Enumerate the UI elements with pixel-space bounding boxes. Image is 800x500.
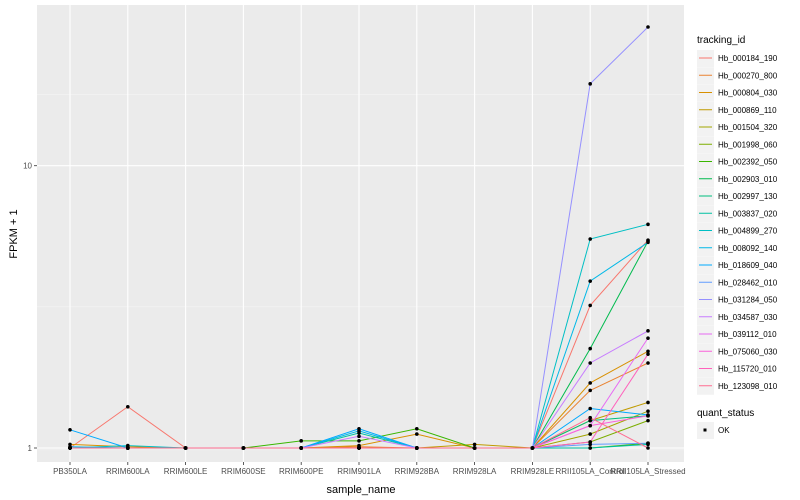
x-tick-label: RRIM600SE: [221, 467, 265, 476]
data-point: [472, 446, 477, 450]
data-point: [126, 404, 130, 409]
legend-label: Hb_002392_050: [718, 158, 778, 167]
data-point: [646, 400, 650, 405]
legend-label: Hb_000869_110: [718, 106, 777, 115]
data-point: [472, 442, 477, 447]
data-point: [588, 361, 592, 365]
legend-label: Hb_002997_130: [718, 192, 778, 201]
data-point: [646, 441, 650, 445]
shape-legend-title: quant_status: [697, 408, 754, 419]
data-point: [68, 446, 72, 450]
data-point: [588, 82, 592, 86]
data-point: [241, 446, 246, 450]
data-point: [646, 240, 650, 245]
legend: tracking_id Hb_000184_190Hb_000270_800Hb…: [697, 35, 778, 439]
x-tick-label: RRII105LA_Control: [556, 467, 626, 476]
data-point: [646, 352, 650, 356]
legend-label: Hb_000270_800: [718, 71, 778, 80]
data-point: [357, 439, 361, 443]
legend-title: tracking_id: [697, 35, 745, 46]
legend-label: Hb_034587_030: [718, 313, 778, 322]
data-point: [588, 446, 592, 450]
legend-label: Hb_039112_010: [718, 330, 777, 339]
legend-label: Hb_115720_010: [718, 365, 777, 374]
shape-legend-items: OK: [697, 422, 730, 439]
data-point: [415, 446, 419, 450]
legend-label: Hb_123098_010: [718, 382, 778, 391]
data-point: [588, 418, 592, 423]
x-tick-label: PB350LA: [53, 467, 87, 476]
x-tick-label: RRIM600LE: [164, 467, 208, 476]
data-point: [357, 446, 361, 450]
data-point: [646, 414, 650, 418]
legend-label: Hb_028462_010: [718, 278, 778, 287]
data-point: [588, 406, 592, 411]
data-point: [126, 446, 130, 450]
data-point: [588, 381, 592, 385]
legend-label: Hb_000184_190: [718, 54, 778, 63]
y-axis-title: FPKM + 1: [8, 209, 20, 258]
shape-legend-key-point: [703, 428, 707, 432]
legend-label: Hb_001504_320: [718, 123, 778, 132]
data-point: [299, 439, 304, 443]
data-point: [646, 329, 650, 333]
legend-items: Hb_000184_190 Hb_000270_800 Hb_000804_030 H…: [697, 50, 778, 395]
data-point: [646, 409, 650, 414]
x-tick-label: RRIM600LA: [106, 467, 150, 476]
data-point: [588, 279, 592, 283]
data-point: [588, 440, 592, 444]
data-point: [588, 415, 592, 420]
data-point: [646, 25, 650, 29]
legend-label: Hb_008092_140: [718, 244, 778, 253]
y-tick-label: 10: [23, 162, 32, 171]
data-point: [646, 418, 650, 423]
legend-label: Hb_003837_020: [718, 209, 778, 218]
y-axis: 1 10: [23, 162, 37, 453]
x-tick-label: RRIM928BA: [395, 467, 440, 476]
grid: [37, 5, 684, 462]
x-tick-label: RRIM928LE: [511, 467, 555, 476]
data-point: [68, 428, 72, 432]
data-point: [357, 426, 361, 431]
data-point: [588, 388, 592, 393]
x-axis: PB350LA RRIM600LA RRIM600LE RRIM600SE RRIM60…: [53, 462, 686, 476]
legend-label: Hb_075060_030: [718, 347, 778, 356]
shape-legend-label: OK: [718, 426, 730, 435]
y-tick-label: 1: [28, 444, 33, 453]
data-point: [299, 446, 304, 450]
legend-label: Hb_018609_040: [718, 261, 778, 270]
legend-label: Hb_002903_010: [718, 175, 778, 184]
data-point: [588, 303, 592, 308]
data-point: [646, 361, 650, 365]
data-point: [646, 349, 650, 354]
data-point: [646, 446, 650, 450]
data-point: [646, 336, 650, 340]
legend-label: Hb_031284_050: [718, 296, 778, 305]
data-point: [183, 446, 188, 450]
x-tick-label: RRIM928LA: [453, 467, 497, 476]
data-point: [588, 346, 592, 351]
x-tick-label: RRIM901LA: [337, 467, 381, 476]
data-point: [415, 426, 419, 431]
legend-label: Hb_001998_060: [718, 140, 778, 149]
plot-panel: [37, 5, 684, 462]
data-point: [588, 237, 592, 241]
x-tick-label: RRIM600PE: [279, 467, 323, 476]
legend-label: Hb_000804_030: [718, 89, 778, 98]
data-point: [357, 434, 361, 439]
data-point: [415, 432, 419, 436]
legend-label: Hb_004899_270: [718, 227, 778, 236]
data-point: [530, 446, 535, 450]
data-point: [646, 222, 650, 227]
series-points: [68, 25, 650, 450]
data-point: [588, 432, 592, 436]
data-point: [588, 423, 592, 428]
x-tick-label: RRII105LA_Stressed: [610, 467, 685, 476]
x-axis-title: sample_name: [326, 484, 395, 496]
